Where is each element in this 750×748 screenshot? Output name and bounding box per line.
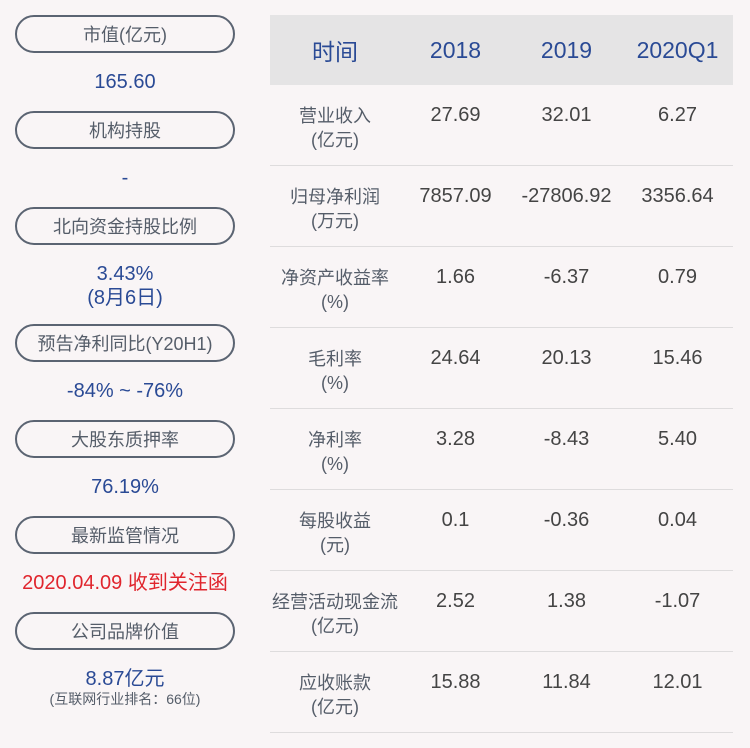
cell-2020q1: 5.40 bbox=[658, 428, 697, 450]
row-label: 应收账款 (亿元) bbox=[270, 652, 400, 719]
cell-2020q1: 15.46 bbox=[652, 347, 703, 369]
label-text: 大股东质押率 bbox=[71, 430, 179, 450]
header-2020q1: 2020Q1 bbox=[636, 36, 719, 63]
header-2018: 2018 bbox=[429, 36, 482, 63]
row-label: 归母净利润 (万元) bbox=[270, 166, 400, 233]
header-time: 时间 bbox=[312, 39, 358, 65]
brand-rank-note: (互联网行业排名：66位) bbox=[49, 691, 201, 707]
metric-name: 归母净利润 bbox=[290, 187, 380, 207]
metric-name: 经营活动现金流 bbox=[272, 592, 398, 612]
row-label: 每股收益 (元) bbox=[270, 490, 400, 557]
metric-unit: (亿元) bbox=[311, 616, 359, 636]
label-text: 市值(亿元) bbox=[83, 25, 167, 45]
label-profit-forecast: 预告净利同比(Y20H1) bbox=[15, 324, 235, 362]
value-pledge-ratio: 76.19% bbox=[91, 476, 159, 498]
value-institutional-holding: - bbox=[121, 167, 129, 189]
metric-name: 净利率 bbox=[308, 430, 362, 450]
value-northbound-date: (8月6日) bbox=[87, 287, 163, 309]
cell-2019: -0.36 bbox=[543, 509, 590, 531]
metric-name: 营业收入 bbox=[299, 106, 371, 126]
table-header: 时间 2018 2019 2020Q1 bbox=[270, 15, 733, 85]
cell-2020q1: 12.01 bbox=[652, 671, 703, 693]
value-regulatory-status: 2020.04.09 收到关注函 bbox=[22, 572, 228, 594]
row-label: 净资产收益率 (%) bbox=[270, 247, 400, 314]
metric-name: 应收账款 bbox=[299, 673, 371, 693]
cell-2018: 15.88 bbox=[430, 671, 481, 693]
label-northbound-ratio: 北向资金持股比例 bbox=[15, 207, 235, 245]
table-row-net-margin: 净利率 (%) 3.28 -8.43 5.40 bbox=[270, 409, 733, 490]
row-label: 净利率 (%) bbox=[270, 409, 400, 476]
financial-table: 时间 2018 2019 2020Q1 营业收入 (亿元) 27.69 32.01… bbox=[270, 15, 733, 733]
value-brand-value: 8.87亿元 bbox=[85, 668, 165, 690]
table-row-net-profit: 归母净利润 (万元) 7857.09 -27806.92 3356.64 bbox=[270, 166, 733, 247]
label-market-cap: 市值(亿元) bbox=[15, 15, 235, 53]
cell-2018: 7857.09 bbox=[419, 185, 492, 207]
cell-2018: 1.66 bbox=[436, 266, 475, 288]
cell-2018: 0.1 bbox=[441, 509, 470, 531]
label-text: 预告净利同比(Y20H1) bbox=[37, 334, 213, 354]
cell-2018: 3.28 bbox=[436, 428, 475, 450]
table-row-revenue: 营业收入 (亿元) 27.69 32.01 6.27 bbox=[270, 85, 733, 166]
cell-2020q1: 6.27 bbox=[658, 104, 697, 126]
metric-unit: (亿元) bbox=[311, 130, 359, 150]
cell-2019: -27806.92 bbox=[521, 185, 612, 207]
cell-2019: 32.01 bbox=[541, 104, 592, 126]
metric-name: 毛利率 bbox=[308, 349, 362, 369]
cell-2020q1: -1.07 bbox=[654, 590, 701, 612]
table-row-operating-cashflow: 经营活动现金流 (亿元) 2.52 1.38 -1.07 bbox=[270, 571, 733, 652]
header-2019: 2019 bbox=[540, 36, 593, 63]
cell-2019: -6.37 bbox=[543, 266, 590, 288]
row-label: 毛利率 (%) bbox=[270, 328, 400, 395]
metric-unit: (%) bbox=[321, 454, 349, 474]
metric-unit: (%) bbox=[321, 292, 349, 312]
left-panel: 市值(亿元) 165.60 机构持股 - 北向资金持股比例 3.43% (8月6… bbox=[15, 15, 235, 707]
value-northbound-ratio: 3.43% bbox=[96, 263, 154, 285]
label-pledge-ratio: 大股东质押率 bbox=[15, 420, 235, 458]
metric-name: 每股收益 bbox=[299, 511, 371, 531]
value-market-cap: 165.60 bbox=[94, 71, 156, 93]
label-brand-value: 公司品牌价值 bbox=[15, 612, 235, 650]
metric-name: 净资产收益率 bbox=[281, 268, 389, 288]
label-text: 北向资金持股比例 bbox=[53, 217, 197, 237]
label-institutional-holding: 机构持股 bbox=[15, 111, 235, 149]
label-regulatory-status: 最新监管情况 bbox=[15, 516, 235, 554]
cell-2018: 2.52 bbox=[436, 590, 475, 612]
table-row-eps: 每股收益 (元) 0.1 -0.36 0.04 bbox=[270, 490, 733, 571]
metric-unit: (亿元) bbox=[311, 697, 359, 717]
cell-2019: -8.43 bbox=[543, 428, 590, 450]
metric-unit: (%) bbox=[321, 373, 349, 393]
cell-2019: 11.84 bbox=[542, 671, 591, 693]
cell-2020q1: 3356.64 bbox=[641, 185, 714, 207]
label-text: 公司品牌价值 bbox=[71, 622, 179, 642]
value-profit-forecast: -84% ~ -76% bbox=[66, 380, 184, 402]
cell-2020q1: 0.04 bbox=[658, 509, 697, 531]
cell-2018: 27.69 bbox=[430, 104, 481, 126]
table-row-gross-margin: 毛利率 (%) 24.64 20.13 15.46 bbox=[270, 328, 733, 409]
label-text: 机构持股 bbox=[89, 121, 161, 141]
cell-2020q1: 0.79 bbox=[658, 266, 697, 288]
cell-2019: 1.38 bbox=[547, 590, 586, 612]
metric-unit: (万元) bbox=[311, 211, 359, 231]
metric-unit: (元) bbox=[320, 535, 350, 555]
label-text: 最新监管情况 bbox=[71, 526, 179, 546]
row-label: 营业收入 (亿元) bbox=[270, 85, 400, 152]
cell-2019: 20.13 bbox=[541, 347, 592, 369]
cell-2018: 24.64 bbox=[430, 347, 481, 369]
table-row-receivables: 应收账款 (亿元) 15.88 11.84 12.01 bbox=[270, 652, 733, 733]
table-row-roe: 净资产收益率 (%) 1.66 -6.37 0.79 bbox=[270, 247, 733, 328]
row-label: 经营活动现金流 (亿元) bbox=[270, 571, 400, 638]
